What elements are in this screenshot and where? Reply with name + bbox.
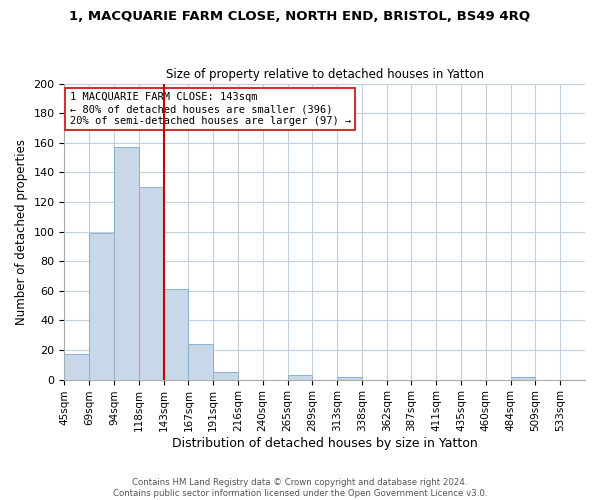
Bar <box>64 354 89 380</box>
Text: 1, MACQUARIE FARM CLOSE, NORTH END, BRISTOL, BS49 4RQ: 1, MACQUARIE FARM CLOSE, NORTH END, BRIS… <box>70 10 530 23</box>
Bar <box>287 375 313 380</box>
Title: Size of property relative to detached houses in Yatton: Size of property relative to detached ho… <box>166 68 484 81</box>
Text: Contains HM Land Registry data © Crown copyright and database right 2024.
Contai: Contains HM Land Registry data © Crown c… <box>113 478 487 498</box>
Bar <box>164 290 188 380</box>
X-axis label: Distribution of detached houses by size in Yatton: Distribution of detached houses by size … <box>172 437 478 450</box>
Bar <box>114 147 139 380</box>
Text: 1 MACQUARIE FARM CLOSE: 143sqm
← 80% of detached houses are smaller (396)
20% of: 1 MACQUARIE FARM CLOSE: 143sqm ← 80% of … <box>70 92 351 126</box>
Y-axis label: Number of detached properties: Number of detached properties <box>15 138 28 324</box>
Bar <box>188 344 213 380</box>
Bar <box>89 233 114 380</box>
Bar <box>511 376 535 380</box>
Bar <box>213 372 238 380</box>
Bar <box>337 376 362 380</box>
Bar <box>139 187 164 380</box>
